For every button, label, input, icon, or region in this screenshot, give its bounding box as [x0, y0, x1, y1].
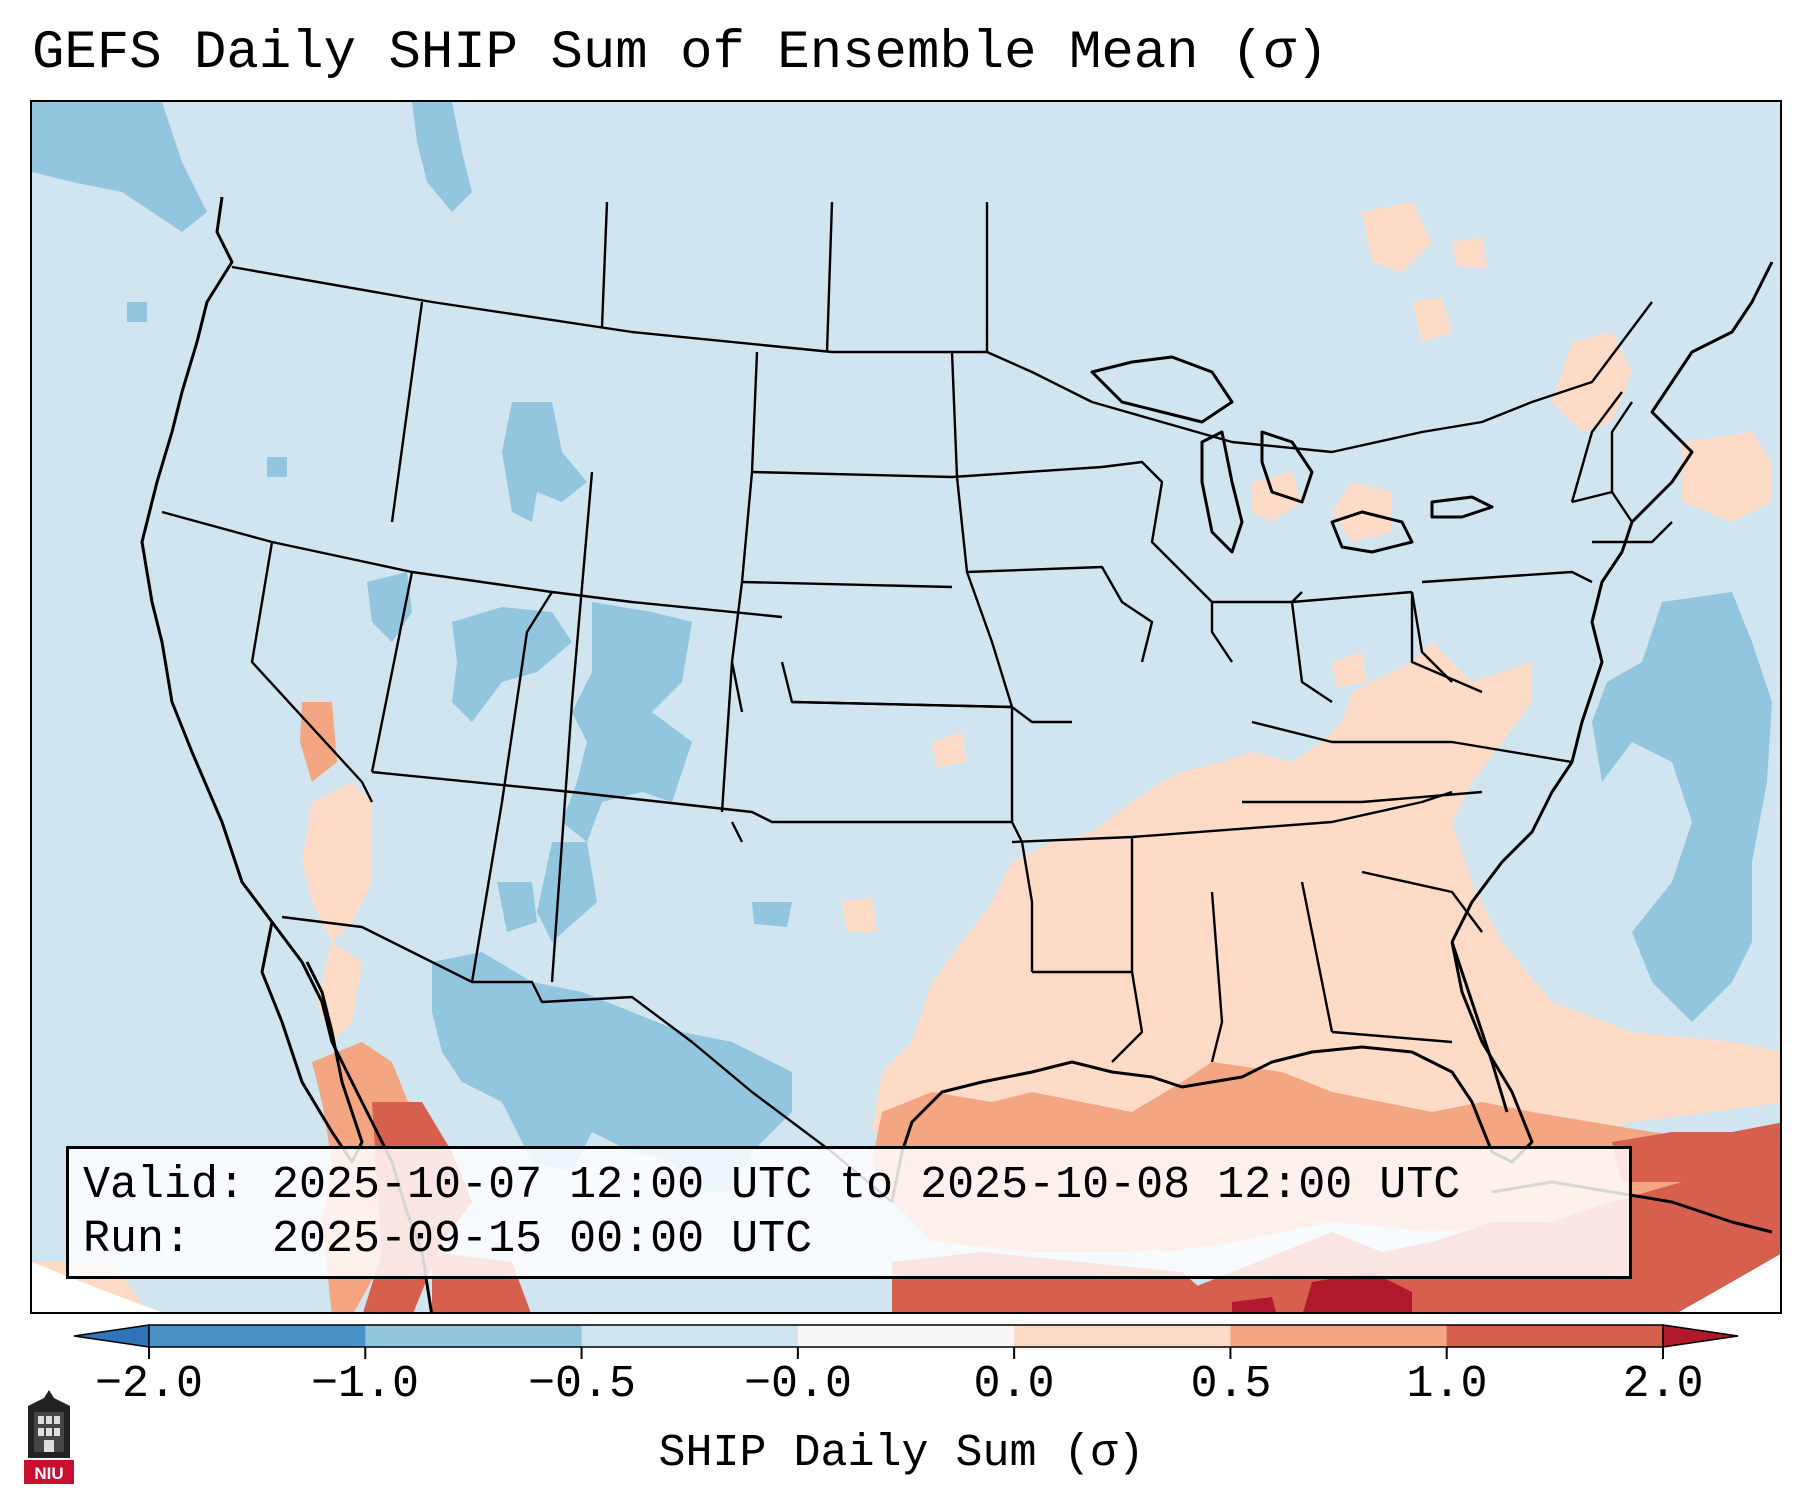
colorbar-tick-label: −1.0 [310, 1359, 420, 1410]
colorbar-bin [581, 1325, 799, 1347]
map-panel [30, 100, 1782, 1314]
colorbar-label: SHIP Daily Sum (σ) [658, 1428, 1145, 1479]
colorbar-bin [1230, 1325, 1448, 1347]
colorbar-tick-label: 0.5 [1190, 1359, 1272, 1410]
colorbar-bin [1446, 1325, 1664, 1347]
state-borders [161, 201, 1673, 1203]
colorbar [73, 1324, 1739, 1359]
run-time-text: Run: 2025-09-15 00:00 UTC [83, 1214, 813, 1265]
colorbar-tick-label: 1.0 [1406, 1359, 1488, 1410]
colorbar-bin [797, 1325, 1015, 1347]
valid-run-info-box: Valid: 2025-10-07 12:00 UTC to 2025-10-0… [66, 1146, 1632, 1279]
niu-logo-text: NIU [34, 1464, 63, 1483]
colorbar-extend-high [1662, 1324, 1739, 1348]
map-blank-corner-right [1679, 1254, 1780, 1312]
colorbar-tick-label: 2.0 [1622, 1359, 1704, 1410]
colorbar-frame [148, 1324, 1664, 1348]
colorbar-bin [149, 1325, 366, 1347]
niu-logo: NIU [24, 1390, 74, 1484]
colorbar-bin [365, 1325, 583, 1347]
colorbar-tick-label: −2.0 [94, 1359, 204, 1410]
colorbar-tick-label: −0.5 [527, 1359, 637, 1410]
extreme-positive-anomaly-shading [1232, 1272, 1412, 1312]
colorbar-bin [1014, 1325, 1231, 1347]
colorbar-extend-low [73, 1324, 150, 1348]
colorbar-tick-label: −0.0 [743, 1359, 853, 1410]
map-blank-corner-left [32, 1262, 162, 1312]
colorbar-tick-label: 0.0 [973, 1359, 1055, 1410]
valid-time-text: Valid: 2025-10-07 12:00 UTC to 2025-10-0… [83, 1160, 1461, 1211]
chart-title: GEFS Daily SHIP Sum of Ensemble Mean (σ) [32, 23, 1329, 84]
